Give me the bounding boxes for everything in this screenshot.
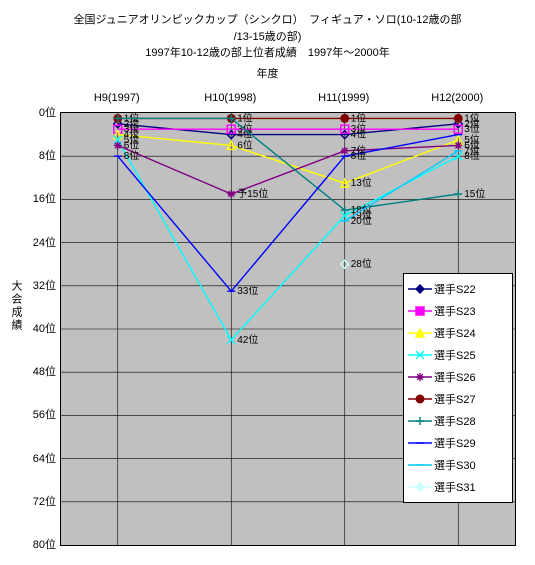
legend-label: 選手S24 <box>434 325 510 341</box>
y-tick-label: 72位 <box>33 493 56 509</box>
y-tick-label: 80位 <box>33 536 56 552</box>
svg-text:18位: 18位 <box>351 203 372 216</box>
legend-item: 選手S26 <box>406 366 510 388</box>
svg-text:8位: 8位 <box>351 149 367 162</box>
plot-area: 2位4位4位2位3位3位3位3位4位6位13位5位5位42位19位8位6位予15… <box>60 112 516 546</box>
legend-label: 選手S28 <box>434 413 510 429</box>
y-tick-label: 0位 <box>39 104 56 120</box>
svg-text:7位: 7位 <box>464 144 480 157</box>
legend-item: 選手S28 <box>406 410 510 432</box>
svg-text:1位: 1位 <box>464 113 480 124</box>
legend-label: 選手S23 <box>434 303 510 319</box>
legend-label: 選手S27 <box>434 391 510 407</box>
svg-text:13位: 13位 <box>351 176 372 189</box>
svg-text:42位: 42位 <box>237 333 258 346</box>
x-tick-label: H10(1998) <box>204 92 256 104</box>
x-tick-label: H12(2000) <box>431 92 483 104</box>
legend-label: 選手S29 <box>434 435 510 451</box>
chart-container: 全国ジュニアオリンピックカップ（シンクロ） フィギュア・ソロ(10-12歳の部 … <box>0 0 535 565</box>
legend-item: 選手S23 <box>406 300 510 322</box>
legend-item: 選手S24 <box>406 322 510 344</box>
legend-label: 選手S22 <box>434 281 510 297</box>
legend-label: 選手S31 <box>434 479 510 495</box>
legend-item: 選手S27 <box>406 388 510 410</box>
legend-item: 選手S29 <box>406 432 510 454</box>
y-tick-label: 8位 <box>39 147 56 163</box>
title-line3: 1997年10-12歳の部上位者成績 1997年～2000年 <box>145 47 390 59</box>
svg-text:6位: 6位 <box>124 138 140 151</box>
svg-text:15位: 15位 <box>464 187 485 200</box>
x-axis-title: 年度 <box>0 65 535 81</box>
y-tick-label: 24位 <box>33 234 56 250</box>
legend-item: 選手S30 <box>406 454 510 476</box>
svg-text:6位: 6位 <box>237 138 253 151</box>
svg-text:1位: 1位 <box>351 113 367 124</box>
title-line2: /13-15歳の部) <box>234 31 302 43</box>
svg-text:28位: 28位 <box>351 257 372 270</box>
x-axis-labels: H9(1997) H10(1998) H11(1999) H12(2000) <box>60 92 514 110</box>
svg-text:33位: 33位 <box>237 284 258 297</box>
x-tick-label: H11(1999) <box>318 92 369 104</box>
title-line1: 全国ジュニアオリンピックカップ（シンクロ） フィギュア・ソロ(10-12歳の部 <box>73 14 461 26</box>
y-tick-label: 40位 <box>33 320 56 336</box>
legend-label: 選手S30 <box>434 457 510 473</box>
legend-item: 選手S22 <box>406 278 510 300</box>
chart-title: 全国ジュニアオリンピックカップ（シンクロ） フィギュア・ソロ(10-12歳の部 … <box>0 12 535 62</box>
y-tick-label: 48位 <box>33 363 56 379</box>
legend: 選手S22 選手S23 選手S24 選手S25 選手S26 選手S27 選手S28 選手S29… <box>403 273 513 503</box>
x-tick-label: H9(1997) <box>94 92 140 104</box>
y-tick-label: 64位 <box>33 450 56 466</box>
svg-text:8位: 8位 <box>124 149 140 162</box>
y-tick-label: 16位 <box>33 190 56 206</box>
legend-item: 選手S31 <box>406 476 510 498</box>
legend-label: 選手S26 <box>434 369 510 385</box>
svg-text:20位: 20位 <box>351 214 372 227</box>
y-tick-label: 56位 <box>33 406 56 422</box>
y-tick-label: 32位 <box>33 277 56 293</box>
y-axis-labels: 0位8位16位24位32位40位48位56位64位72位80位 <box>20 112 56 544</box>
legend-label: 選手S25 <box>434 347 510 363</box>
svg-text:1位: 1位 <box>237 113 253 124</box>
legend-item: 選手S25 <box>406 344 510 366</box>
svg-text:予15位: 予15位 <box>237 187 268 200</box>
